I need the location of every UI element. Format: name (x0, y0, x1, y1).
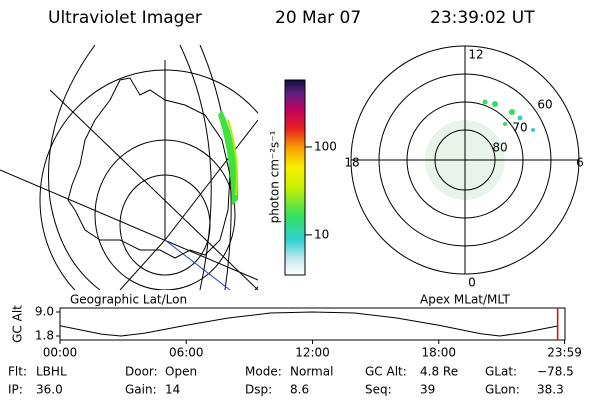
colorbar-label: photon cm⁻²s⁻¹ (268, 130, 282, 223)
x-tick-label: 18:00 (421, 346, 456, 360)
lat-label: 60 (537, 98, 552, 112)
info-label: Mode: (245, 365, 282, 379)
info-label: GC Alt: (365, 365, 407, 379)
info-label: Gain: (125, 383, 157, 397)
alt-line (59, 311, 558, 337)
info-label: GLon: (485, 383, 520, 397)
info-label: Seq: (365, 383, 392, 397)
lat-label: 80 (492, 141, 507, 155)
colorbar (284, 79, 306, 276)
alt-ylabel: GC Alt (11, 305, 25, 343)
info-value: Open (165, 365, 197, 379)
x-tick-label: 00:00 (43, 346, 78, 360)
y-tick-label: 1.8 (35, 329, 54, 343)
colorbar-tick-label: 100 (314, 139, 337, 153)
y-tick-label: 9.0 (35, 305, 54, 319)
info-label: Flt: (8, 365, 27, 379)
mlt-label: 12 (468, 48, 483, 62)
polar-label: Apex MLat/MLT (420, 293, 510, 307)
date: 20 Mar 07 (275, 8, 361, 28)
x-tick-label: 12:00 (295, 346, 330, 360)
x-tick-label: 06:00 (169, 346, 204, 360)
map (0, 45, 258, 290)
info-value: 14 (165, 383, 180, 397)
info-value: Normal (290, 365, 333, 379)
info-value: 4.8 Re (420, 365, 458, 379)
info-label: GLat: (485, 365, 517, 379)
x-tick-label: 23:59 (547, 346, 582, 360)
mlt-label: 18 (344, 156, 359, 170)
info-label: Door: (125, 365, 158, 379)
mlt-label: 6 (576, 156, 584, 170)
info-value: 39 (420, 383, 435, 397)
lat-label: 70 (512, 121, 527, 135)
mlt-label: 0 (468, 276, 476, 290)
info-value: 36.0 (36, 383, 63, 397)
info-label: Dsp: (245, 383, 272, 397)
polar-plot (350, 45, 580, 275)
info-label: IP: (8, 383, 23, 397)
time: 23:39:02 UT (430, 8, 535, 28)
map-label: Geographic Lat/Lon (70, 293, 187, 307)
colorbar-tick-label: 10 (314, 227, 329, 241)
info-value: −78.5 (537, 365, 574, 379)
info-value: LBHL (36, 365, 67, 379)
info-value: 8.6 (290, 383, 309, 397)
info-value: 38.3 (537, 383, 564, 397)
instrument: Ultraviolet Imager (48, 8, 202, 28)
